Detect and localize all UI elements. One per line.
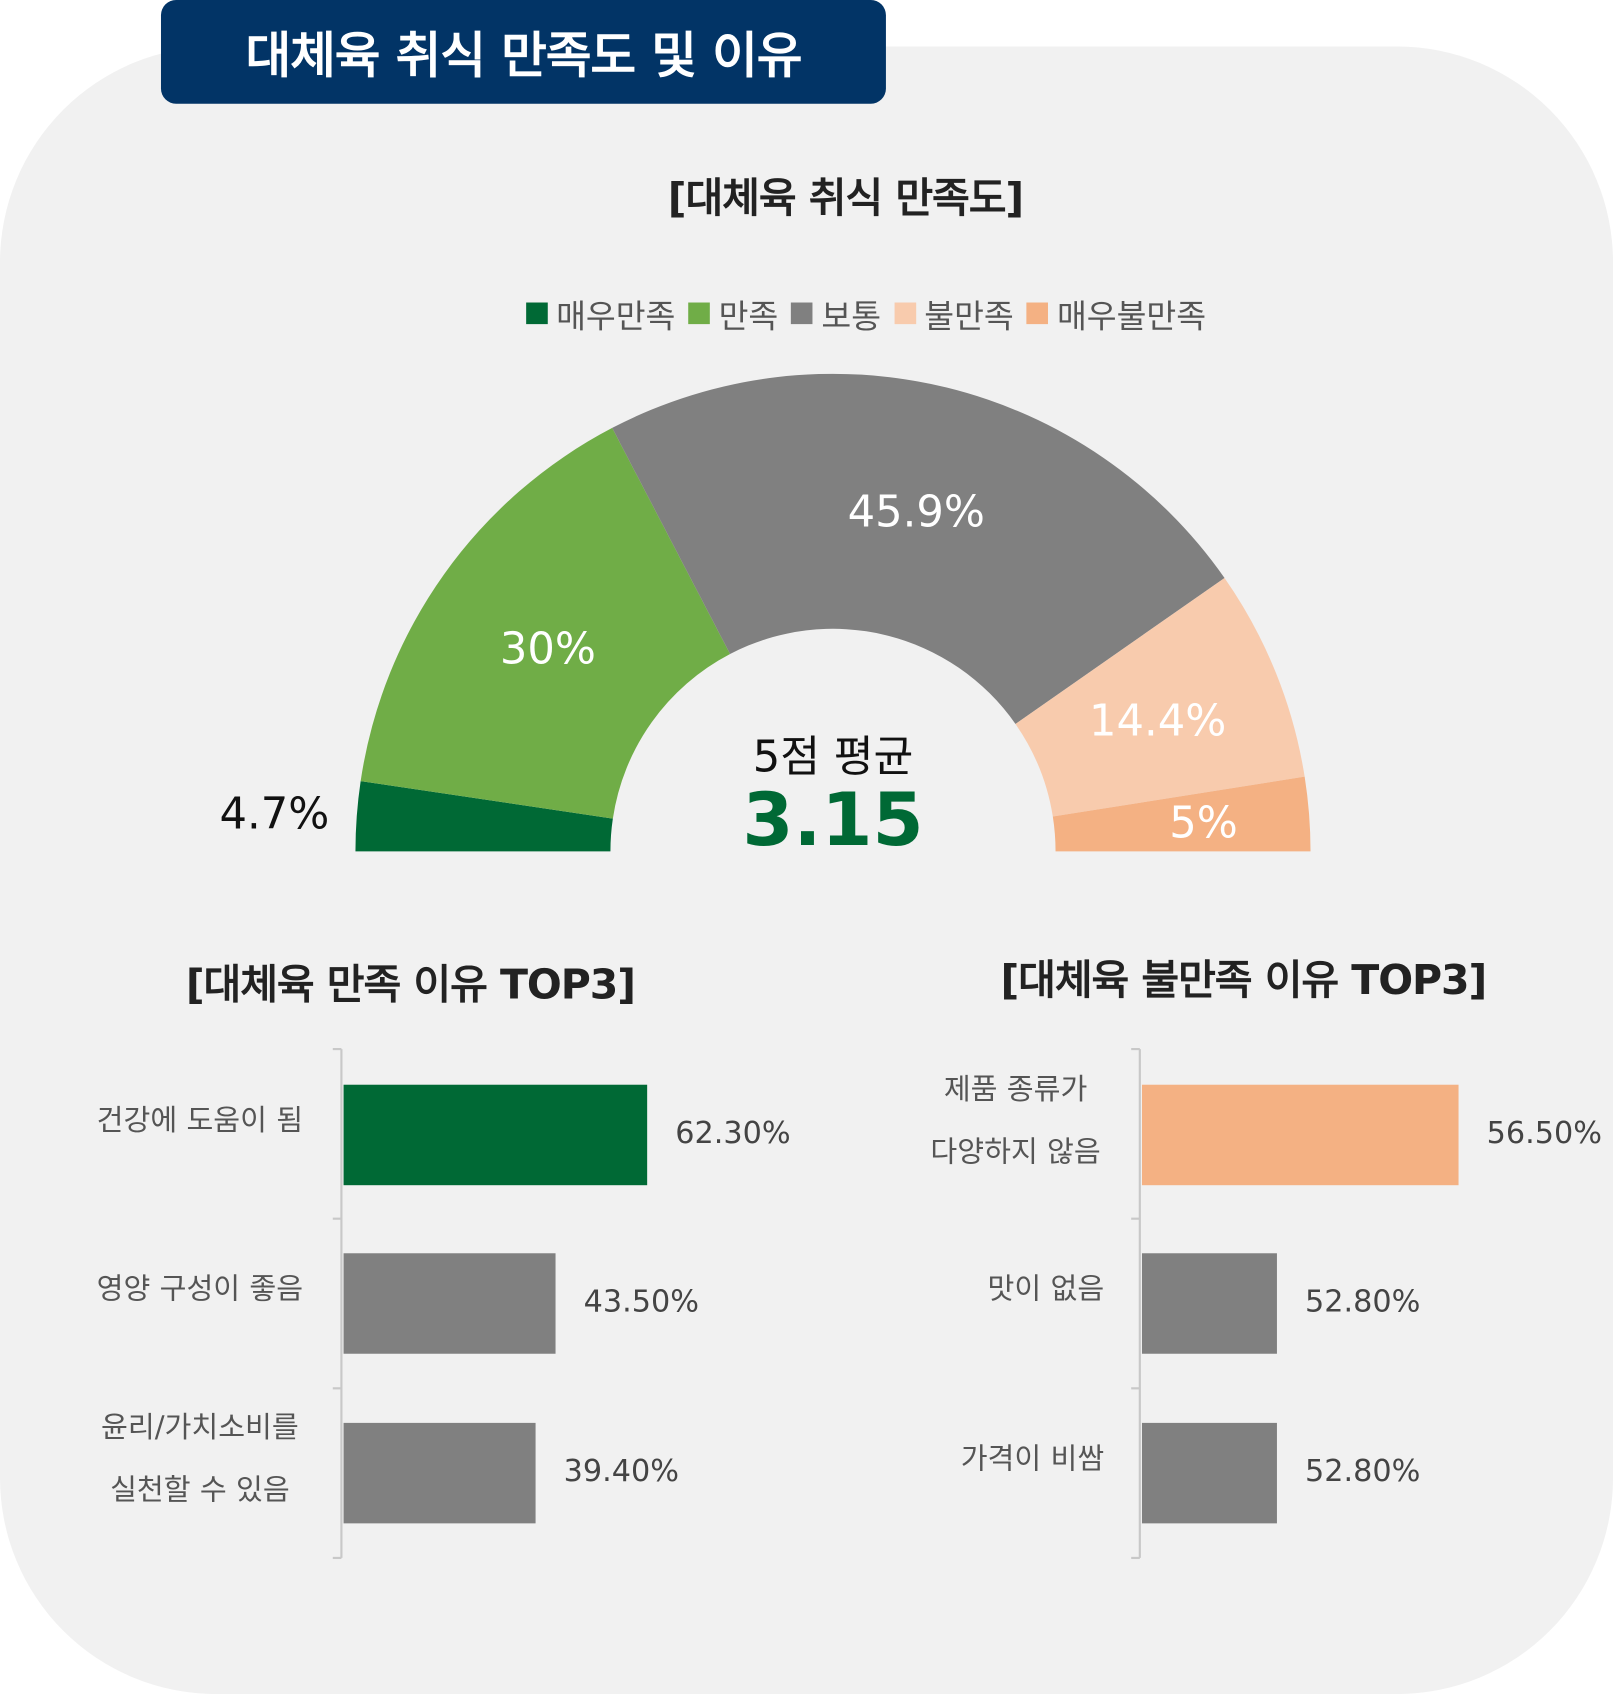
bar-value-label: 52.80%: [1305, 1283, 1421, 1320]
legend-swatch: [894, 302, 916, 325]
legend-label: 만족: [718, 298, 779, 337]
legend-swatch: [688, 302, 710, 325]
half-donut-chart: 4.7% 30% 45.9% 14.4% 5%: [220, 373, 1311, 852]
bar-category-label: 다양하지 않음: [930, 1135, 1101, 1169]
bar-value-label: 43.50%: [583, 1283, 699, 1320]
bar: [343, 1422, 536, 1524]
bar: [343, 1084, 648, 1186]
donut-title: [대체육 취식 만족도]: [667, 173, 1024, 222]
legend-label: 매우만족: [556, 298, 676, 337]
legend-swatch: [1026, 302, 1049, 325]
page-title: 대체육 취식 만족도 및 이유: [245, 25, 802, 85]
legend-item: 매우만족: [525, 290, 676, 338]
bar-category-label: 건강에 도움이 됨: [96, 1104, 304, 1138]
bar-category-label: 실천할 수 있음: [110, 1473, 290, 1508]
bar-value-label: 39.40%: [563, 1453, 679, 1489]
legend-item: 불만족: [894, 290, 1014, 338]
bar-value-label: 56.50%: [1486, 1114, 1602, 1151]
slice-매우불만족: [1052, 776, 1311, 852]
legend-swatch: [525, 302, 548, 325]
bar: [1141, 1422, 1277, 1524]
slice-label: 14.4%: [1089, 697, 1226, 747]
bar-category-label: 가격이 비쌈: [960, 1442, 1105, 1476]
bar-category-label: 맛이 없음: [987, 1272, 1105, 1307]
slice-label: 5%: [1169, 798, 1238, 848]
slice-매우만족: [355, 781, 613, 852]
legend-item: 만족: [688, 290, 778, 338]
legend-swatch: [791, 302, 813, 325]
legend-item: 매우불만족: [1026, 290, 1207, 338]
legend-label: 보통: [821, 298, 882, 337]
slice-label: 45.9%: [848, 487, 985, 537]
average-value: 3.15: [742, 777, 924, 864]
average-caption: 5점 평균: [752, 732, 914, 783]
legend-label: 매우불만족: [1056, 298, 1207, 337]
legend-label: 불만족: [924, 298, 1014, 337]
bar-value-label: 52.80%: [1305, 1453, 1421, 1489]
slice-불만족: [1015, 577, 1305, 817]
slice-보통: [612, 373, 1225, 724]
slice-label: 30%: [500, 624, 596, 674]
bar-category-label: 윤리/가치소비를: [101, 1411, 299, 1445]
bar: [1141, 1253, 1277, 1354]
legend-item: 보통: [791, 290, 881, 338]
satisfaction-reasons-title: [대체육 만족 이유 TOP3]: [185, 960, 636, 1009]
slice-만족: [360, 427, 731, 819]
legend: 매우만족 만족 보통 불만족 매우불만족: [0, 290, 1613, 338]
slice-label: 4.7%: [220, 790, 330, 840]
bar-category-label: 영양 구성이 좋음: [96, 1272, 304, 1307]
bar: [343, 1253, 556, 1354]
dissatisfaction-reasons-title: [대체육 불만족 이유 TOP3]: [1000, 956, 1487, 1004]
title-banner: 대체육 취식 만족도 및 이유: [160, 0, 886, 104]
bar: [1141, 1084, 1459, 1186]
bar-value-label: 62.30%: [675, 1114, 791, 1151]
bar-category-label: 제품 종류가: [943, 1072, 1088, 1107]
